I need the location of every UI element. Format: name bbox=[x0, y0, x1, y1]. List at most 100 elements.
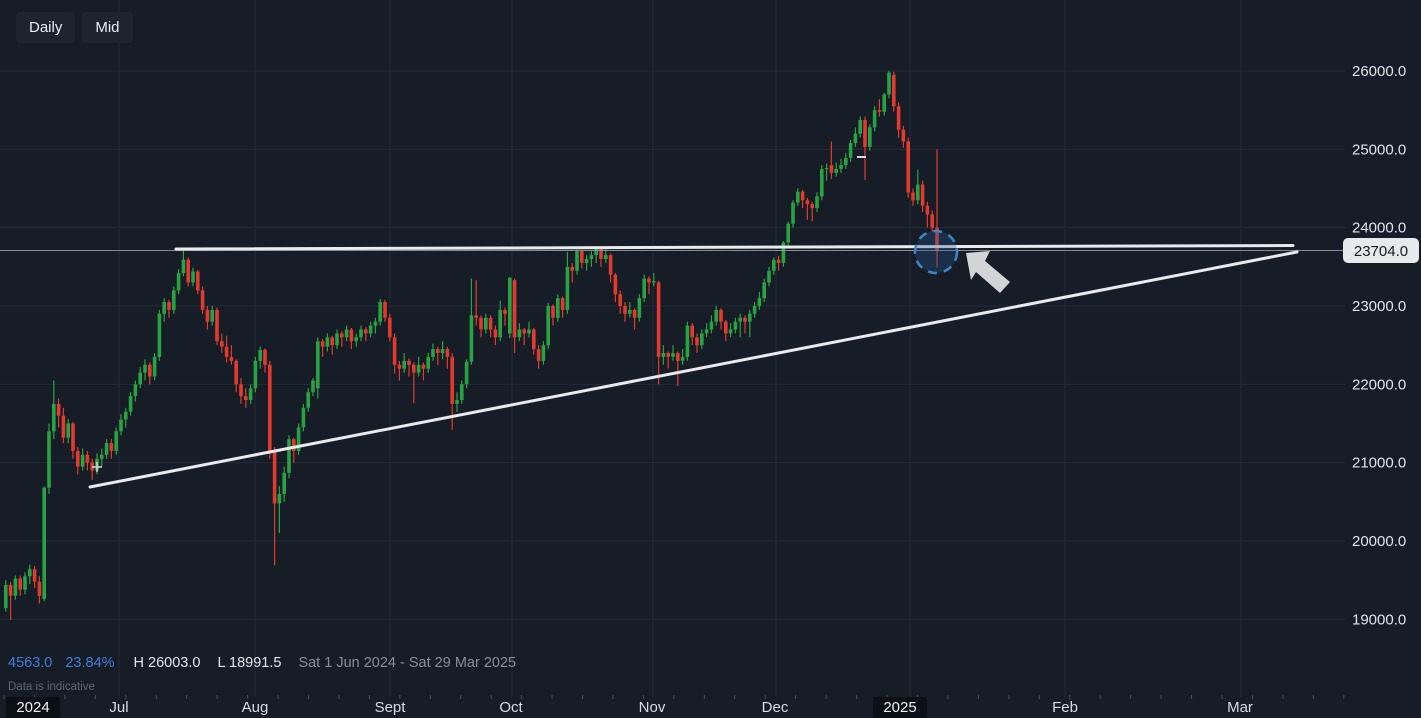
highlight-circle-annotation[interactable] bbox=[913, 229, 959, 275]
candle-up bbox=[748, 313, 752, 322]
candle-down bbox=[205, 309, 210, 322]
candle-up bbox=[637, 298, 642, 318]
candle-down bbox=[421, 364, 426, 369]
candle-up bbox=[335, 333, 339, 346]
candle-up bbox=[661, 352, 666, 357]
candle-down bbox=[167, 302, 171, 310]
candle-up bbox=[157, 313, 162, 357]
x-axis-label: Dec bbox=[762, 699, 789, 716]
change-percent: 23.84% bbox=[65, 655, 115, 671]
candle-up bbox=[872, 110, 877, 128]
candle-down bbox=[580, 251, 584, 263]
candle-up bbox=[464, 361, 469, 385]
x-axis-label: Jul bbox=[109, 699, 128, 716]
candle-up bbox=[685, 325, 690, 357]
candle-down bbox=[18, 578, 22, 590]
candle-down bbox=[330, 337, 334, 346]
candle-up bbox=[253, 360, 258, 389]
candle-down bbox=[229, 356, 234, 361]
candle-up bbox=[23, 576, 27, 590]
candle-up bbox=[248, 388, 253, 400]
candle-down bbox=[613, 274, 618, 295]
candle-down bbox=[800, 191, 805, 201]
candle-up bbox=[594, 248, 598, 256]
candle-down bbox=[450, 356, 454, 404]
candle-up bbox=[786, 223, 790, 243]
candle-down bbox=[570, 266, 574, 271]
candle-up bbox=[311, 380, 315, 393]
candle-down bbox=[71, 423, 75, 451]
candle-up bbox=[820, 168, 824, 197]
price-type-button-mid[interactable]: Mid bbox=[82, 12, 133, 43]
x-axis-label: Mar bbox=[1227, 699, 1253, 716]
candle-up bbox=[306, 392, 310, 408]
candle-up bbox=[114, 431, 118, 451]
timeframe-button-daily[interactable]: Daily bbox=[16, 12, 76, 43]
lower-trendline[interactable] bbox=[88, 250, 1299, 489]
candle-down bbox=[488, 317, 493, 330]
candle-down bbox=[676, 352, 680, 361]
candle-up bbox=[527, 329, 531, 334]
candle-down bbox=[220, 341, 224, 347]
x-axis-label: 2025 bbox=[883, 699, 916, 716]
candle-up bbox=[848, 143, 853, 158]
candle-up bbox=[752, 305, 757, 314]
stats-bar: 4563.0 23.84% H 26003.0 L 18991.5 Sat 1 … bbox=[8, 655, 516, 671]
candle-up bbox=[100, 454, 104, 459]
arrow-annotation[interactable] bbox=[966, 251, 1010, 293]
candle-down bbox=[536, 349, 541, 361]
candle-down bbox=[85, 454, 90, 463]
candle-down bbox=[234, 360, 238, 385]
candle-down bbox=[340, 333, 344, 338]
candle-down bbox=[474, 315, 478, 318]
candle-down bbox=[920, 184, 925, 206]
x-axis-label: Sept bbox=[375, 699, 407, 716]
candle-up bbox=[887, 72, 891, 95]
candle-down bbox=[666, 352, 670, 357]
candle-down bbox=[503, 309, 507, 314]
data-disclaimer: Data is indicative bbox=[8, 681, 95, 693]
candle-down bbox=[532, 329, 536, 350]
candle-up bbox=[176, 273, 181, 291]
candle-up bbox=[258, 349, 262, 361]
candle-up bbox=[460, 384, 464, 400]
y-axis-label: 26000.0 bbox=[1352, 63, 1406, 80]
price-tag-box bbox=[1343, 238, 1419, 263]
candle-up bbox=[700, 333, 704, 346]
candle-down bbox=[292, 439, 296, 451]
candle-down bbox=[392, 337, 397, 365]
candle-up bbox=[508, 277, 512, 334]
candle-up bbox=[541, 345, 546, 361]
candle-up bbox=[4, 584, 8, 609]
candle-up bbox=[152, 356, 157, 377]
candle-up bbox=[484, 317, 488, 330]
y-axis-label: 23000.0 bbox=[1352, 298, 1406, 315]
candle-down bbox=[877, 110, 882, 112]
candle-down bbox=[829, 164, 834, 173]
x-axis-label: Nov bbox=[639, 699, 666, 716]
y-axis-label: 21000.0 bbox=[1352, 455, 1406, 472]
candle-up bbox=[440, 349, 445, 353]
candle-down bbox=[522, 329, 526, 334]
candle-up bbox=[704, 329, 709, 334]
candle-up bbox=[277, 493, 282, 504]
candle-up bbox=[426, 356, 430, 369]
candle-down bbox=[388, 317, 392, 338]
date-range: Sat 1 Jun 2024 - Sat 29 Mar 2025 bbox=[298, 655, 517, 671]
candle-down bbox=[445, 349, 450, 357]
candle-up bbox=[210, 309, 214, 322]
candle-up bbox=[42, 487, 46, 599]
candle-down bbox=[560, 298, 565, 310]
candle-down bbox=[608, 255, 613, 275]
candle-down bbox=[925, 205, 930, 215]
x-axis-label: 2024 bbox=[16, 699, 49, 716]
candle-up bbox=[359, 329, 363, 338]
candle-down bbox=[512, 280, 517, 338]
candle-up bbox=[733, 321, 738, 330]
candle-down bbox=[320, 341, 325, 347]
candle-up bbox=[680, 356, 685, 361]
candle-down bbox=[436, 349, 440, 353]
upper-trendline[interactable] bbox=[174, 244, 1295, 251]
candle-down bbox=[109, 443, 114, 451]
